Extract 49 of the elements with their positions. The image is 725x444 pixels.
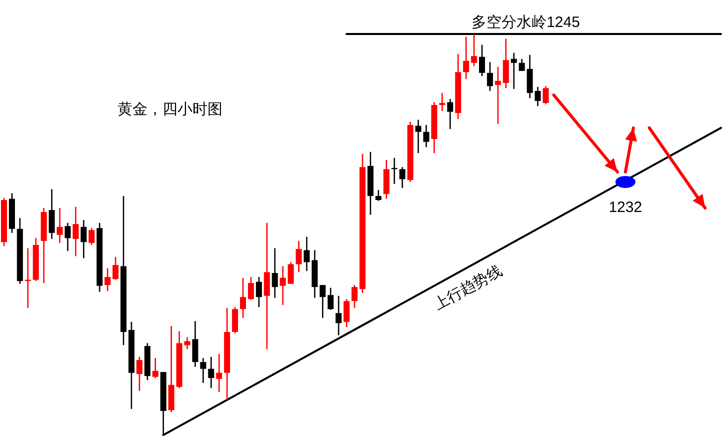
candlestick: [447, 98, 454, 130]
candlestick: [152, 357, 158, 379]
series-label: 1232: [608, 198, 642, 216]
candlestick: [72, 206, 79, 257]
candlestick: [486, 61, 493, 92]
candlestick: [534, 86, 541, 107]
candlestick: [423, 124, 430, 148]
candlestick: [415, 119, 422, 154]
candlestick: [344, 298, 350, 328]
candlestick: [272, 247, 278, 299]
candlestick: [304, 236, 310, 272]
candlestick: [104, 268, 111, 292]
candlestick: [56, 207, 63, 244]
candlestick: [64, 222, 71, 252]
candlestick: [264, 222, 270, 350]
candlestick: [232, 306, 238, 334]
candlestick: [112, 256, 119, 280]
candlestick: [352, 284, 358, 309]
text: 黄金，四小时图: [118, 101, 222, 118]
candlestick: [510, 52, 517, 90]
candlestick: [88, 227, 95, 246]
candlestick: [288, 262, 294, 284]
candlestick: [200, 357, 206, 384]
series-label: 多空分水岭1245: [472, 14, 580, 31]
candlestick: [518, 58, 525, 72]
candlestick: [296, 240, 302, 273]
text: 上行趋势线: [431, 262, 505, 314]
candlestick: [280, 266, 286, 306]
candlestick: [502, 38, 509, 89]
candlestick: [463, 36, 470, 80]
candlestick: [375, 189, 382, 202]
candlestick: [471, 33, 478, 67]
candlestick: [216, 353, 222, 393]
candlestick: [399, 166, 406, 189]
candlestick: [336, 295, 342, 336]
candlestick: [208, 356, 214, 389]
candlestick: [240, 277, 246, 319]
candlestick: [136, 356, 142, 392]
candlestick: [479, 44, 486, 77]
candlestick: [328, 287, 334, 311]
candlestick: [320, 284, 326, 319]
candlestick: [192, 320, 198, 368]
candlestick: [439, 92, 446, 112]
candlestick: [248, 276, 254, 301]
candlestick: [256, 276, 262, 308]
candlestick: [494, 66, 501, 124]
candlestick: [542, 85, 549, 105]
candlestick: [80, 219, 87, 259]
candlestick: [48, 188, 55, 240]
